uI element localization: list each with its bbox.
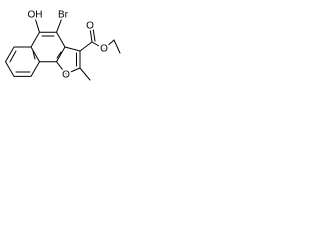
bond — [103, 39, 115, 50]
bond — [89, 27, 93, 43]
atom-label: O — [100, 44, 108, 55]
atom-label: O — [62, 70, 70, 81]
bonds — [4, 17, 121, 81]
ring — [30, 31, 66, 63]
double-bond — [56, 51, 62, 59]
double-bond — [9, 50, 17, 63]
bond — [79, 67, 91, 81]
bond — [79, 41, 93, 52]
structure: OH Br O O O — [4, 8, 121, 83]
bond — [34, 17, 40, 33]
atom-label: Br — [58, 10, 69, 21]
bond — [113, 39, 121, 54]
double-bond — [92, 27, 96, 42]
double-bond — [32, 50, 36, 60]
atom-label: OH — [28, 10, 43, 21]
bond — [56, 17, 63, 33]
atom-label: O — [86, 21, 94, 32]
ring — [4, 46, 40, 77]
bond — [91, 41, 105, 50]
